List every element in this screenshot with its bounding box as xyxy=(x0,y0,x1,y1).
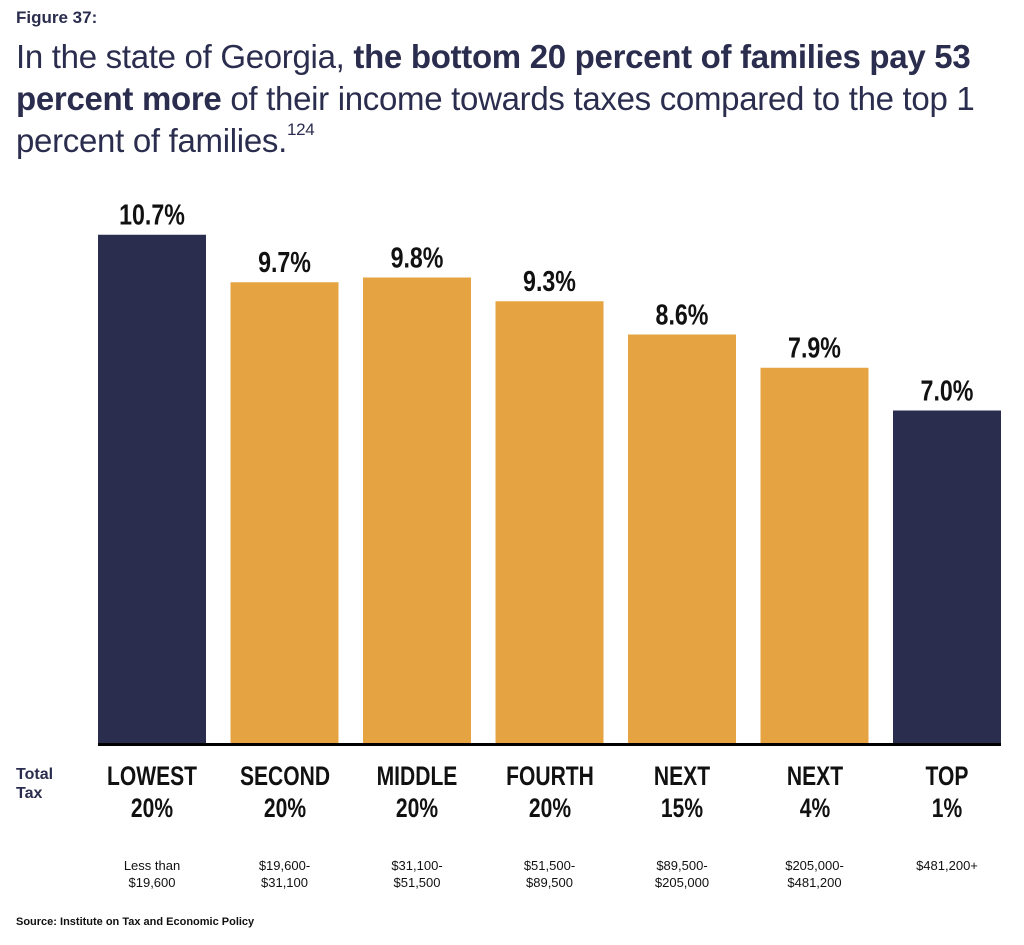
income-range-label: $89,500- $205,000 xyxy=(654,858,710,890)
category-label: LOWEST 20% xyxy=(106,761,198,823)
bar-5 xyxy=(628,334,736,743)
bar-7 xyxy=(893,410,1001,743)
income-range-label: $51,500- $89,500 xyxy=(523,858,576,890)
bar-value-label: 9.7% xyxy=(258,246,311,279)
income-range-label: Less than $19,600 xyxy=(123,858,181,890)
bar-value-label: 10.7% xyxy=(119,198,185,231)
row-label-total-tax: Total Tax xyxy=(16,766,54,802)
bar-value-label: 9.3% xyxy=(523,265,576,298)
bar-value-label: 7.0% xyxy=(921,374,974,407)
footnote-marker: 124 xyxy=(286,120,315,139)
income-range-label: $31,100- $51,500 xyxy=(391,858,443,890)
category-label: SECOND 20% xyxy=(239,761,330,823)
bar-value-label: 8.6% xyxy=(656,298,709,331)
category-label: MIDDLE 20% xyxy=(376,761,458,823)
income-range-label: $481,200+ xyxy=(916,858,978,873)
category-label: TOP 1% xyxy=(925,761,969,823)
chart-title: In the state of Georgia, the bottom 20 p… xyxy=(16,36,1016,162)
bar-2 xyxy=(230,282,339,743)
category-label: NEXT 4% xyxy=(786,761,843,823)
figure-label: Figure 37: xyxy=(16,8,98,27)
bar-value-label: 7.9% xyxy=(788,331,841,364)
bar-6 xyxy=(760,367,869,743)
income-range-label: $19,600- $31,100 xyxy=(258,858,311,890)
category-label: FOURTH 20% xyxy=(505,761,594,823)
bar-4 xyxy=(495,301,604,743)
bar-value-label: 9.8% xyxy=(391,241,444,274)
title-bold: the bottom 20 percent of families pay 53… xyxy=(16,38,971,117)
source-note: Source: Institute on Tax and Economic Po… xyxy=(16,916,255,928)
title-regular-1: In the state of Georgia, xyxy=(16,38,354,75)
income-range-label: $205,000- $481,200 xyxy=(785,858,844,890)
bar-1 xyxy=(98,234,206,743)
title-regular-2: of their income towards taxes compared t… xyxy=(16,80,975,159)
bar-3 xyxy=(363,277,471,743)
category-label: NEXT 15% xyxy=(653,761,711,823)
